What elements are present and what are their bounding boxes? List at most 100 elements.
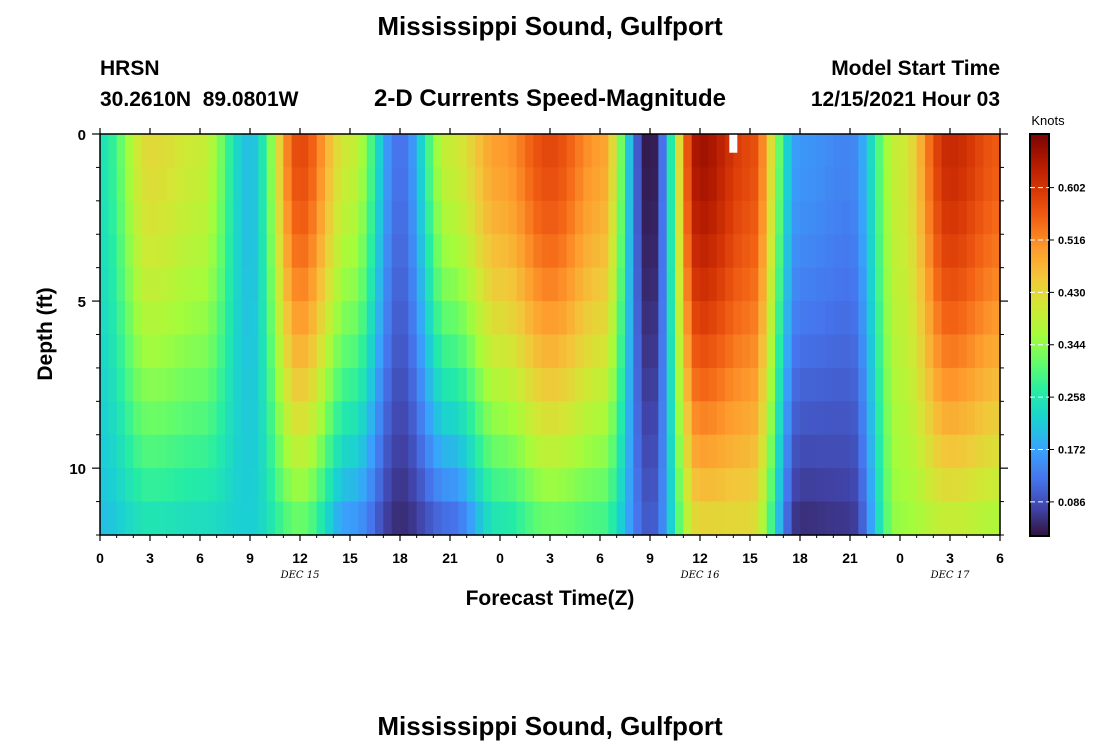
heatmap-cell xyxy=(108,167,118,202)
heatmap-cell xyxy=(133,167,143,202)
heatmap-cell xyxy=(575,234,584,269)
heatmap-cell xyxy=(233,301,243,336)
heatmap-cell xyxy=(633,401,643,436)
heatmap-cell xyxy=(983,468,993,503)
heatmap-cell xyxy=(783,501,793,536)
heatmap-cell xyxy=(875,167,884,202)
heatmap-cell xyxy=(175,234,184,269)
heatmap-cell xyxy=(200,134,209,169)
heatmap-cell xyxy=(808,401,818,436)
heatmap-cell xyxy=(375,267,384,302)
heatmap-cell xyxy=(916,468,926,503)
heatmap-cell xyxy=(141,267,151,302)
heatmap-cell xyxy=(691,434,701,469)
heatmap-cell xyxy=(200,301,209,336)
heatmap-cell xyxy=(291,167,301,202)
heatmap-cell xyxy=(216,134,226,169)
x-tick-label: 3 xyxy=(146,550,154,566)
heatmap-cell xyxy=(350,234,359,269)
heatmap-cell xyxy=(683,234,693,269)
heatmap-cell xyxy=(158,134,168,169)
heatmap-cell xyxy=(483,501,493,536)
heatmap-cell xyxy=(391,200,401,235)
heatmap-cell xyxy=(791,501,801,536)
heatmap-cell xyxy=(575,334,584,369)
heatmap-cell xyxy=(116,134,126,169)
heatmap-cell xyxy=(875,134,884,169)
heatmap-cell xyxy=(866,134,876,169)
heatmap-cell xyxy=(866,468,876,503)
heatmap-cell xyxy=(908,334,918,369)
heatmap-cell xyxy=(866,234,876,269)
heatmap-cell xyxy=(525,401,534,436)
heatmap-cell xyxy=(150,200,159,235)
heatmap-cell xyxy=(583,301,593,336)
heatmap-cell xyxy=(716,334,726,369)
heatmap-cell xyxy=(541,267,551,302)
heatmap-cell xyxy=(183,434,193,469)
heatmap-cell xyxy=(591,401,601,436)
heatmap-cell xyxy=(633,468,643,503)
heatmap-cell xyxy=(291,301,301,336)
heatmap-cell xyxy=(675,334,684,369)
heatmap-cell xyxy=(516,334,526,369)
heatmap-cell xyxy=(491,301,501,336)
heatmap-cell xyxy=(841,401,851,436)
heatmap-cell xyxy=(991,401,1001,436)
heatmap-cell xyxy=(158,401,168,436)
heatmap-cell xyxy=(291,334,301,369)
heatmap-cell xyxy=(266,501,276,536)
heatmap-cell xyxy=(166,401,176,436)
heatmap-cell xyxy=(358,401,368,436)
heatmap-cell xyxy=(700,234,709,269)
heatmap-cell xyxy=(808,468,818,503)
x-tick-label: 9 xyxy=(246,550,254,566)
heatmap-cell xyxy=(716,267,726,302)
heatmap-cell xyxy=(825,501,834,536)
heatmap-cell xyxy=(725,200,734,235)
heatmap-cell xyxy=(783,334,793,369)
heatmap-cell xyxy=(175,401,184,436)
heatmap-cell xyxy=(833,334,843,369)
heatmap-cell xyxy=(491,200,501,235)
heatmap-cell xyxy=(258,301,268,336)
heatmap-cell xyxy=(758,334,768,369)
heatmap-cell xyxy=(125,234,134,269)
heatmap-cell xyxy=(366,167,376,202)
heatmap-cell xyxy=(816,134,826,169)
heatmap-cell xyxy=(891,334,901,369)
heatmap-cell xyxy=(266,234,276,269)
heatmap-cell xyxy=(325,301,334,336)
heatmap-cell xyxy=(183,134,193,169)
heatmap-cell xyxy=(166,234,176,269)
heatmap-cell xyxy=(208,134,218,169)
heatmap-cell xyxy=(958,301,968,336)
heatmap-cell xyxy=(875,367,884,402)
heatmap-cell xyxy=(508,134,518,169)
heatmap-cell xyxy=(566,301,576,336)
heatmap-cell xyxy=(941,334,951,369)
heatmap-cell xyxy=(633,434,643,469)
heatmap-cell xyxy=(225,434,234,469)
heatmap-cell xyxy=(258,401,268,436)
heatmap-cell xyxy=(208,468,218,503)
heatmap-cell xyxy=(425,267,434,302)
heatmap-cell xyxy=(966,501,976,536)
heatmap-cell xyxy=(166,167,176,202)
heatmap-cell xyxy=(233,434,243,469)
heatmap-cell xyxy=(925,267,934,302)
heatmap-cell xyxy=(758,200,768,235)
heatmap-cell xyxy=(900,468,909,503)
heatmap-cell xyxy=(566,401,576,436)
heatmap-cell xyxy=(100,434,109,469)
heatmap-cell xyxy=(516,167,526,202)
heatmap-cell xyxy=(116,301,126,336)
heatmap-cell xyxy=(500,134,509,169)
heatmap-cell xyxy=(925,134,934,169)
heatmap-cell xyxy=(300,267,309,302)
heatmap-cell xyxy=(700,167,709,202)
heatmap-cell xyxy=(758,434,768,469)
heatmap-cell xyxy=(500,167,509,202)
heatmap-cell xyxy=(208,367,218,402)
heatmap-cell xyxy=(658,401,668,436)
